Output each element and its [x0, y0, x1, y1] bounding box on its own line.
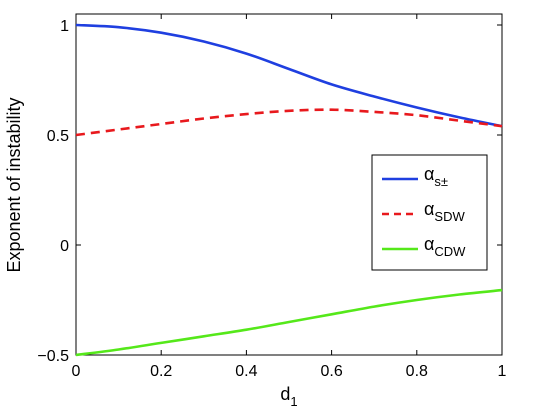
y-tick-label: 1 — [60, 18, 69, 35]
x-tick-label: 0 — [72, 363, 81, 380]
x-axis-label-subscript: 1 — [290, 394, 297, 409]
y-tick-label: −0.5 — [37, 348, 69, 365]
legend-entry-1: αSDW — [424, 199, 465, 224]
y-tick-label: 0.5 — [47, 128, 69, 145]
x-tick-label: 0.6 — [320, 363, 342, 380]
series-line-CDW — [75, 288, 503, 357]
legend-entry-0: αs± — [424, 164, 448, 189]
series-line-SDW — [75, 108, 503, 137]
series-layer — [75, 23, 503, 357]
legend: αs± αSDW αCDW — [371, 154, 488, 271]
y-axis-label: Exponent of instability — [4, 97, 24, 272]
axis-ticks: 0 0.2 0.4 0.6 0.8 1−0.500.51 — [37, 14, 507, 380]
series-line-s± — [75, 23, 503, 128]
x-tick-label: 0.2 — [150, 363, 172, 380]
x-tick-label: 1 — [498, 363, 507, 380]
x-axis-label: d1 — [280, 384, 297, 409]
legend-box — [371, 154, 488, 271]
x-tick-label: 0.8 — [406, 363, 428, 380]
y-tick-label: 0 — [60, 238, 69, 255]
x-tick-label: 0.4 — [235, 363, 257, 380]
legend-entry-2: αCDW — [424, 234, 466, 259]
